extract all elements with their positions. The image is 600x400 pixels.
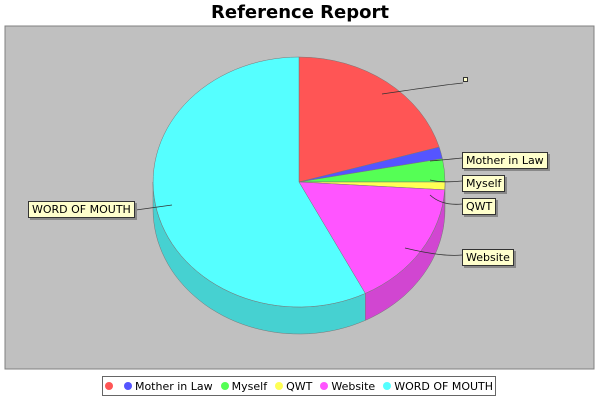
- legend-swatch-1: [123, 382, 132, 390]
- slice-label-2: Myself: [462, 175, 506, 192]
- legend-item-4: Website: [320, 380, 375, 393]
- legend-item-3: QWT: [275, 380, 312, 393]
- chart-title: Reference Report: [211, 2, 389, 23]
- legend: Mother in Law Myself QWT Website WORD OF MOU…: [102, 376, 496, 396]
- leader-line-3: [429, 194, 463, 205]
- leader-line-2: [429, 179, 463, 183]
- slice-label-3: QWT: [462, 198, 497, 215]
- legend-item-5: WORD OF MOUTH: [383, 380, 493, 393]
- legend-swatch-4: [320, 382, 329, 390]
- leader-line-0: [381, 82, 464, 95]
- leader-line-5: [135, 204, 173, 211]
- legend-label-1: Mother in Law: [134, 379, 213, 393]
- slice-label-4: Website: [462, 249, 514, 266]
- leader-line-1: [429, 157, 463, 162]
- legend-item-1: Mother in Law: [123, 379, 213, 393]
- slice-label-0: [463, 77, 468, 82]
- legend-swatch-5: [383, 382, 392, 390]
- legend-item-0: [104, 382, 116, 390]
- legend-item-2: Myself: [220, 379, 268, 393]
- legend-swatch-3: [275, 382, 284, 390]
- legend-swatch-0: [104, 382, 113, 390]
- legend-label-4: Website: [331, 379, 376, 393]
- pie-chart: [4, 25, 595, 370]
- pie-slice-4: [298, 181, 445, 294]
- slice-label-1: Mother in Law: [462, 152, 548, 169]
- legend-label-5: WORD OF MOUTH: [394, 379, 494, 393]
- pie-slice-5: [152, 56, 366, 308]
- leader-line-4: [404, 247, 463, 256]
- legend-label-2: Myself: [231, 379, 268, 393]
- slice-label-5: WORD OF MOUTH: [28, 201, 135, 218]
- pie-slice-0: [298, 56, 440, 183]
- legend-swatch-2: [220, 382, 229, 390]
- legend-label-3: QWT: [286, 379, 313, 393]
